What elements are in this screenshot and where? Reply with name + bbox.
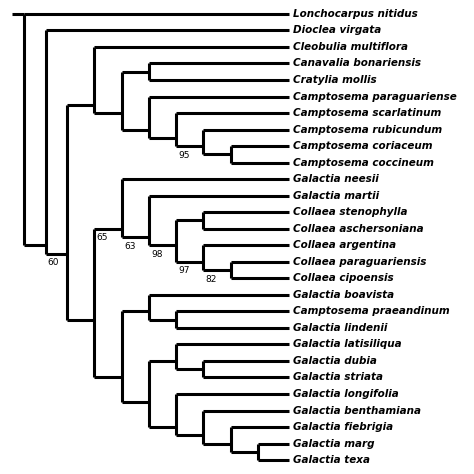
Text: Collaea argentina: Collaea argentina bbox=[293, 240, 396, 250]
Text: 97: 97 bbox=[179, 266, 190, 275]
Text: Collaea paraguariensis: Collaea paraguariensis bbox=[293, 257, 427, 267]
Text: Galactia latisiliqua: Galactia latisiliqua bbox=[293, 339, 402, 349]
Text: Galactia dubia: Galactia dubia bbox=[293, 356, 377, 366]
Text: Galactia longifolia: Galactia longifolia bbox=[293, 389, 399, 399]
Text: Camptosema scarlatinum: Camptosema scarlatinum bbox=[293, 108, 441, 118]
Text: Camptosema coccineum: Camptosema coccineum bbox=[293, 158, 434, 168]
Text: Galactia lindenii: Galactia lindenii bbox=[293, 323, 388, 333]
Text: Galactia neesii: Galactia neesii bbox=[293, 174, 379, 184]
Text: Galactia texa: Galactia texa bbox=[293, 455, 370, 465]
Text: Collaea cipoensis: Collaea cipoensis bbox=[293, 273, 394, 283]
Text: Cleobulia multiflora: Cleobulia multiflora bbox=[293, 42, 408, 52]
Text: 63: 63 bbox=[124, 242, 136, 251]
Text: 98: 98 bbox=[151, 250, 163, 259]
Text: Collaea stenophylla: Collaea stenophylla bbox=[293, 207, 408, 217]
Text: Galactia benthamiana: Galactia benthamiana bbox=[293, 406, 421, 416]
Text: Cratylia mollis: Cratylia mollis bbox=[293, 75, 377, 85]
Text: Galactia striata: Galactia striata bbox=[293, 373, 383, 383]
Text: 95: 95 bbox=[179, 151, 190, 160]
Text: Dioclea virgata: Dioclea virgata bbox=[293, 26, 382, 36]
Text: Galactia marg: Galactia marg bbox=[293, 438, 374, 448]
Text: Canavalia bonariensis: Canavalia bonariensis bbox=[293, 58, 421, 68]
Text: 82: 82 bbox=[206, 274, 217, 283]
Text: Lonchocarpus nitidus: Lonchocarpus nitidus bbox=[293, 9, 418, 19]
Text: Camptosema coriaceum: Camptosema coriaceum bbox=[293, 141, 433, 151]
Text: 60: 60 bbox=[48, 258, 59, 267]
Text: Camptosema paraguariense: Camptosema paraguariense bbox=[293, 91, 457, 101]
Text: Galactia boavista: Galactia boavista bbox=[293, 290, 394, 300]
Text: Galactia martii: Galactia martii bbox=[293, 191, 379, 201]
Text: 65: 65 bbox=[97, 233, 108, 242]
Text: Collaea aschersoniana: Collaea aschersoniana bbox=[293, 224, 424, 234]
Text: Galactia fiebrigia: Galactia fiebrigia bbox=[293, 422, 393, 432]
Text: Camptosema rubicundum: Camptosema rubicundum bbox=[293, 125, 442, 135]
Text: Camptosema praeandinum: Camptosema praeandinum bbox=[293, 306, 450, 316]
